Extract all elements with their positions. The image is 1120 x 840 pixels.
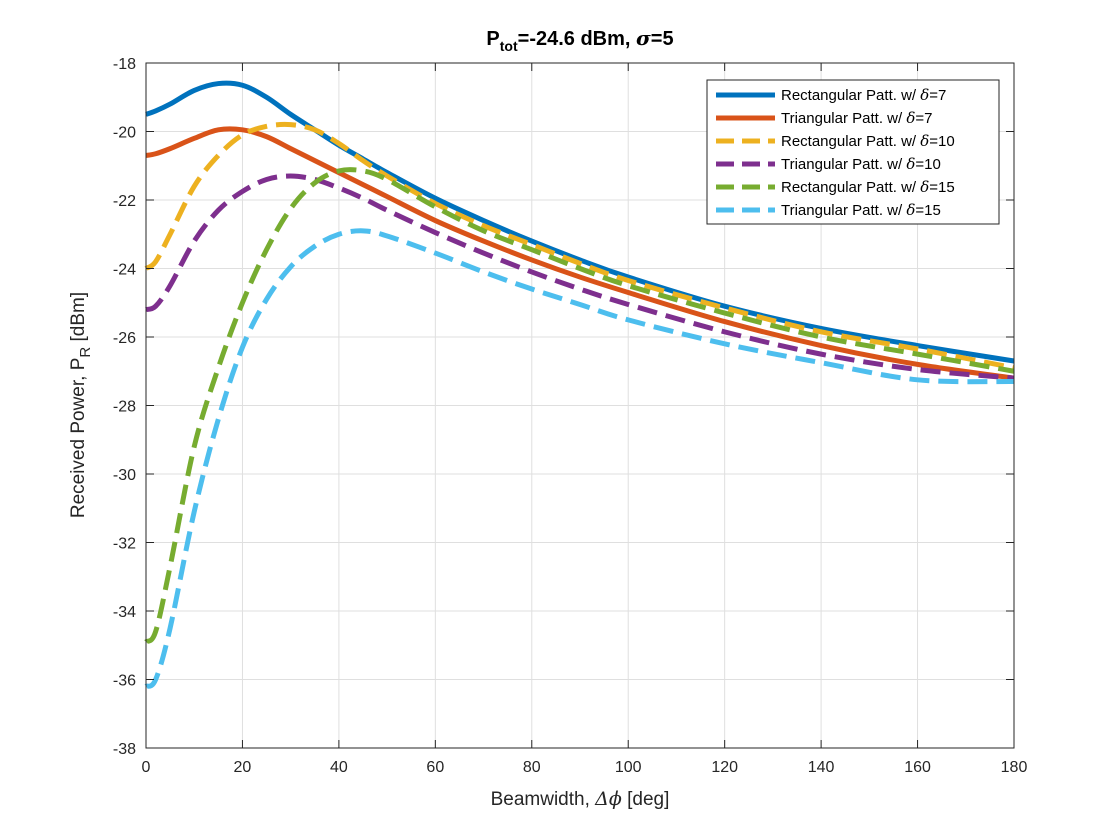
title-main: P (486, 28, 499, 50)
legend-delta-value: 7 (924, 110, 932, 127)
y-axis-label-unit: [dBm] (68, 292, 89, 347)
legend-label: Rectangular Patt. w/ (781, 179, 920, 196)
legend-delta-value: 10 (924, 156, 941, 173)
x-tick-label: 100 (615, 759, 642, 776)
grid (145, 62, 1015, 749)
title-sigma-value: =5 (651, 28, 674, 50)
legend-label: Triangular Patt. w/ (781, 202, 906, 219)
y-tick-label: -28 (113, 399, 136, 416)
series-layer (144, 80, 1015, 689)
x-tick-label: 160 (904, 759, 931, 776)
legend-entry-4: Triangular Patt. w/ δ=10 (781, 155, 941, 173)
legend-label: Rectangular Patt. w/ (781, 133, 920, 150)
legend-delta-symbol: δ (920, 86, 929, 104)
legend-entry-5: Rectangular Patt. w/ δ=15 (781, 178, 955, 196)
legend-label: Rectangular Patt. w/ (781, 87, 920, 104)
legend-entry-6: Triangular Patt. w/ δ=15 (781, 201, 941, 219)
x-tick-label: 140 (808, 759, 835, 776)
x-axis-label-symbol: Δϕ (594, 788, 622, 810)
x-tick-label: 60 (426, 759, 444, 776)
legend-delta-eq: = (915, 202, 924, 219)
legend-delta-symbol: δ (920, 178, 929, 196)
series-line-5 (144, 167, 1015, 644)
y-tick-label: -36 (113, 673, 136, 690)
axis-ticks (145, 62, 1015, 749)
legend-entry-2: Triangular Patt. w/ δ=7 (781, 109, 932, 127)
y-tick-label: -24 (113, 262, 136, 279)
legend-delta-eq: = (915, 110, 924, 127)
x-tick-label: 0 (142, 759, 151, 776)
legend-delta-symbol: δ (906, 155, 915, 173)
legend-delta-symbol: δ (906, 201, 915, 219)
series-line-6 (144, 228, 1015, 689)
x-tick-label: 120 (711, 759, 738, 776)
legend-delta-eq: = (929, 87, 938, 104)
y-axis-label-subscript: R (77, 347, 94, 358)
title-sigma-symbol: σ (636, 26, 651, 50)
x-axis-label-text: Beamwidth, (491, 789, 596, 810)
series-line-2 (145, 126, 1015, 381)
y-axis-label: Received Power, PR [dBm] (68, 292, 94, 518)
legend-delta-symbol: δ (920, 132, 929, 150)
y-axis-label-text: Received Power, P (68, 358, 89, 519)
y-tick-label: -20 (113, 125, 136, 142)
legend-delta-value: 7 (938, 87, 946, 104)
x-tick-label: 40 (330, 759, 348, 776)
y-tick-label: -26 (113, 330, 136, 347)
series-line-4 (145, 173, 1015, 381)
legend-delta-eq: = (915, 156, 924, 173)
legend-delta-eq: = (929, 179, 938, 196)
y-tick-label: -30 (113, 467, 136, 484)
legend-entry-1: Rectangular Patt. w/ δ=7 (781, 86, 946, 104)
legend-delta-value: 15 (938, 179, 955, 196)
y-tick-label: -32 (113, 536, 136, 553)
series-line-3 (144, 121, 1015, 371)
legend-label: Triangular Patt. w/ (781, 156, 906, 173)
chart-title: Ptot=-24.6 dBm, σ=5 (486, 26, 673, 54)
y-tick-label: -34 (113, 604, 136, 621)
x-axis-label-unit: [deg] (622, 789, 670, 810)
legend-box (706, 79, 1000, 225)
x-axis-label: Beamwidth, Δϕ [deg] (491, 788, 670, 810)
legend-delta-value: 10 (938, 133, 955, 150)
title-rest: =-24.6 dBm, (518, 28, 636, 50)
legend-entry-3: Rectangular Patt. w/ δ=10 (781, 132, 955, 150)
y-tick-label: -38 (113, 741, 136, 758)
x-tick-label: 80 (523, 759, 541, 776)
y-tick-label: -22 (113, 193, 136, 210)
tick-labels: 0 20 40 60 80 100 120 140 160 180 -18 -20 -22 -24 -26 -… (113, 56, 1028, 776)
title-subscript: tot (500, 38, 518, 54)
x-tick-label: 20 (234, 759, 252, 776)
x-tick-label: 180 (1001, 759, 1028, 776)
legend-delta-symbol: δ (906, 109, 915, 127)
legend-delta-eq: = (929, 133, 938, 150)
legend-label: Triangular Patt. w/ (781, 110, 906, 127)
y-tick-label: -18 (113, 56, 136, 73)
legend-delta-value: 15 (924, 202, 941, 219)
